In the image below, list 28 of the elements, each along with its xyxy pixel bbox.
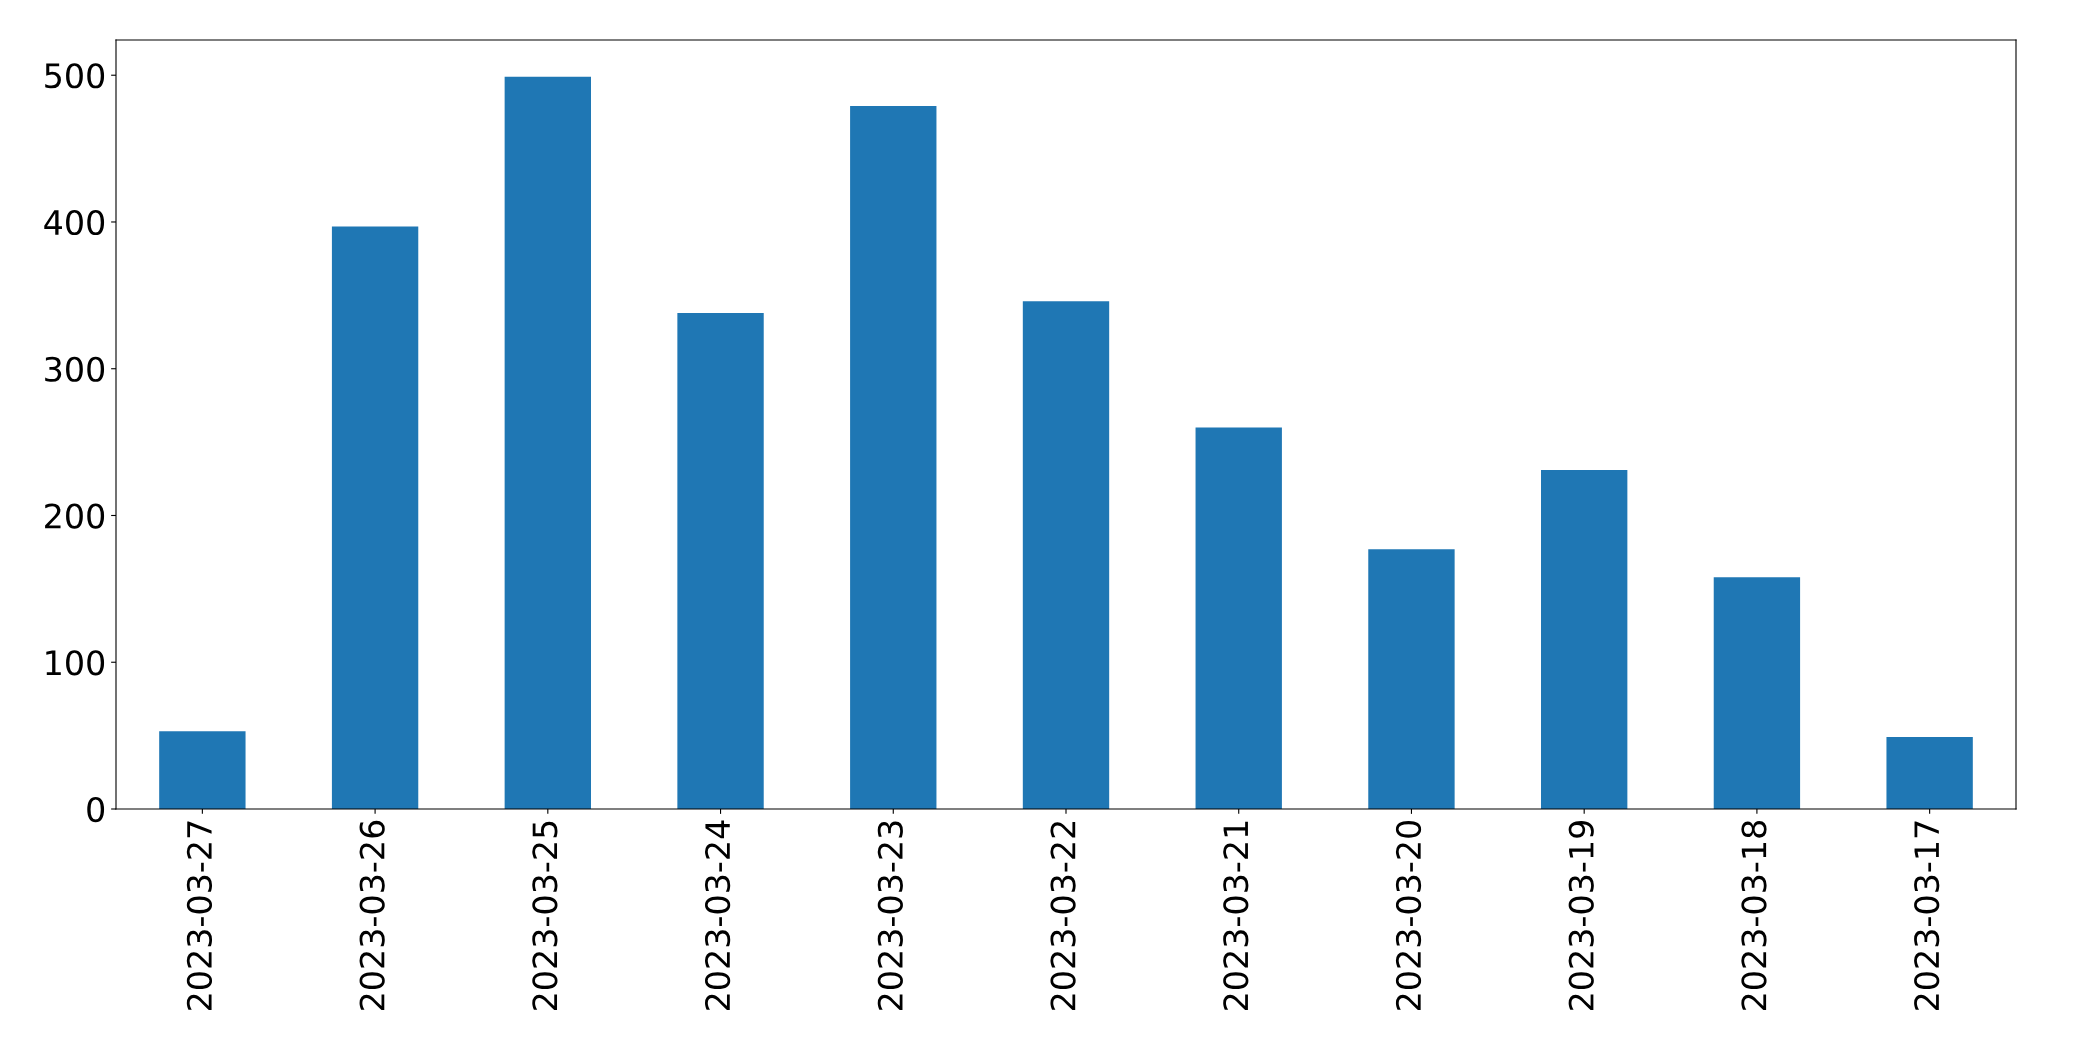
- x-tick-label: 2023-03-27: [186, 821, 213, 1010]
- x-tick-label: 2023-03-21: [1223, 821, 1249, 1010]
- x-tick-label: 2023-03-24: [705, 820, 731, 1010]
- x-tick-label: 2023-03-25: [532, 821, 558, 1010]
- bar: [331, 226, 419, 809]
- y-tick-label: 300: [45, 356, 105, 382]
- y-tick-label: 100: [46, 650, 105, 676]
- x-tick-label: 2023-03-18: [1741, 821, 1767, 1010]
- bar: [1368, 549, 1455, 809]
- y-tick-label: 200: [45, 503, 105, 529]
- y-tick-label: 400: [44, 209, 105, 236]
- bar: [1541, 469, 1628, 809]
- x-tick-label: 2023-03-26: [359, 820, 385, 1010]
- bar: [1195, 427, 1282, 809]
- x-tick-label: 2023-03-23: [877, 821, 903, 1010]
- bar: [850, 106, 937, 809]
- x-tick-label: 2023-03-19: [1568, 821, 1594, 1010]
- y-tick-label: 0: [87, 796, 105, 823]
- bar: [504, 76, 591, 809]
- y-tick-label: 500: [45, 63, 105, 89]
- bar: [159, 731, 246, 809]
- bar: [677, 312, 764, 809]
- x-tick-label: 2023-03-20: [1395, 820, 1422, 1010]
- bar: [1022, 301, 1110, 809]
- bar: [1886, 737, 1973, 809]
- bar: [1713, 577, 1801, 809]
- x-tick-label: 2023-03-17: [1914, 821, 1940, 1010]
- x-tick-label: 2023-03-22: [1050, 822, 1076, 1010]
